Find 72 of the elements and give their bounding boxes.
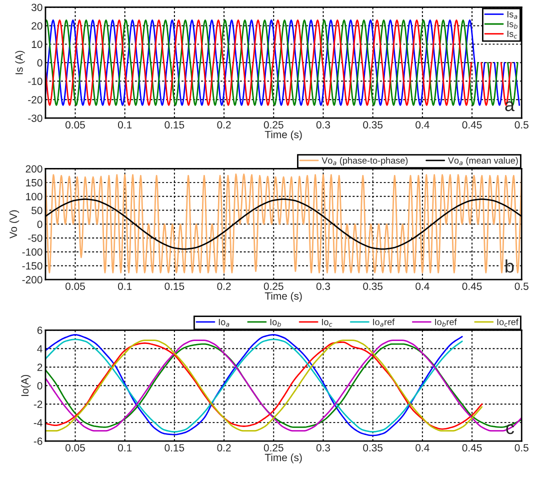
x-tick-label: 0.3 — [316, 121, 330, 129]
x-tick-label: 0.45 — [462, 282, 482, 290]
legend-label: Vo$_{a}$ (phase-to-phase) — [322, 157, 408, 166]
x-tick-label: 0.4 — [416, 282, 430, 290]
y-tick-label: 0 — [37, 220, 42, 228]
x-axis-title: Time (s) — [264, 130, 302, 140]
legend-label: Is$_{a}$ — [507, 11, 518, 19]
x-tick-label: 0.35 — [363, 121, 383, 129]
x-tick-label: 0.25 — [264, 121, 284, 129]
annotation: a — [505, 101, 514, 112]
y-tick-label: -20 — [28, 96, 42, 104]
y-tick-label: -6 — [34, 438, 42, 445]
y-axis-title: Io(A) — [20, 374, 31, 396]
x-tick-label: 0.2 — [217, 444, 231, 452]
x-axis-title: Time (s) — [264, 454, 302, 464]
x-tick-label: 0.25 — [264, 282, 284, 290]
x-tick-label: 0.5 — [514, 444, 528, 452]
x-tick-label: 0.15 — [164, 282, 184, 290]
y-tick-label: 30 — [32, 4, 42, 12]
y-tick-label: 20 — [32, 22, 42, 30]
x-tick-label: 0.1 — [118, 121, 132, 129]
x-tick-label: 0.05 — [66, 444, 85, 452]
legend-label: Io$_{a}$ref — [373, 318, 395, 327]
y-tick-label: -200 — [22, 276, 42, 284]
legend-label: Vo$_{a}$ (mean value) — [448, 157, 518, 166]
x-tick-label: 0.15 — [164, 121, 184, 129]
x-tick-label: 0.1 — [118, 444, 132, 452]
y-tick-label: 2 — [37, 364, 42, 371]
legend-label: Is$_{c}$ — [507, 30, 518, 38]
annotation: b — [506, 259, 514, 273]
x-tick-label: 0.35 — [363, 282, 383, 290]
y-tick-label: 10 — [32, 40, 42, 48]
y-tick-label: -4 — [34, 419, 42, 426]
x-tick-label: 0.2 — [217, 282, 231, 290]
legend-label: Io$_{a}$ — [218, 318, 230, 327]
x-tick-label: 0.35 — [363, 444, 383, 452]
y-tick-label: 200 — [26, 165, 42, 173]
y-tick-label: 50 — [32, 206, 42, 214]
y-tick-label: 6 — [37, 326, 42, 334]
y-tick-label: -30 — [28, 114, 42, 122]
x-tick-label: 0.3 — [316, 282, 330, 290]
x-tick-label: 0.1 — [118, 282, 132, 290]
legend-label: Io$_{c}$ — [322, 318, 332, 327]
legend-label: Io$_{b}$ — [270, 318, 281, 327]
x-tick-label: 0.5 — [514, 121, 528, 129]
y-tick-label: -150 — [22, 262, 42, 270]
y-axis-title: Is (A) — [15, 50, 25, 74]
x-tick-label: 0.4 — [416, 444, 430, 452]
x-tick-label: 0.5 — [514, 282, 528, 290]
x-axis-title: Time (s) — [264, 292, 302, 302]
x-tick-label: 0.3 — [316, 444, 330, 452]
x-tick-label: 0.2 — [217, 121, 231, 129]
x-tick-label: 0.05 — [66, 121, 85, 129]
y-axis-title: Vo (V) — [9, 210, 20, 239]
x-tick-label: 0.05 — [66, 282, 85, 290]
x-tick-label: 0.4 — [416, 121, 430, 129]
y-tick-label: -50 — [28, 234, 42, 242]
y-tick-label: 100 — [26, 192, 42, 200]
y-tick-label: -100 — [22, 248, 42, 256]
legend-label: Io$_{b}$ref — [435, 318, 457, 327]
x-tick-label: 0.45 — [462, 444, 482, 452]
y-tick-label: 0 — [37, 59, 42, 67]
y-tick-label: 0 — [37, 382, 42, 390]
y-tick-label: -2 — [34, 400, 42, 408]
y-tick-label: -10 — [28, 78, 42, 86]
legend-label: Io$_{c}$ref — [497, 318, 518, 327]
x-tick-label: 0.15 — [164, 444, 184, 452]
x-tick-label: 0.45 — [462, 121, 482, 129]
y-tick-label: 150 — [26, 179, 42, 186]
x-tick-label: 0.25 — [264, 444, 284, 452]
legend-label: Is$_{b}$ — [507, 20, 518, 29]
y-tick-label: 4 — [37, 345, 42, 352]
